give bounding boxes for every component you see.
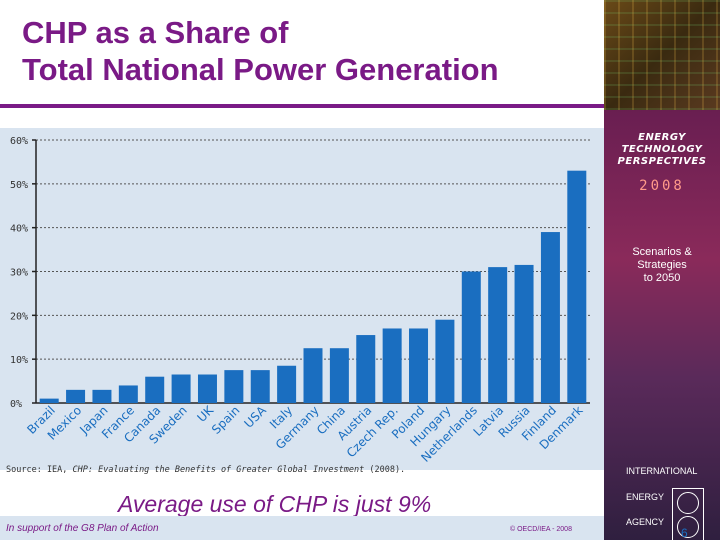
footer-support-text: In support of the G8 Plan of Action [6, 523, 159, 534]
agency-line-3: AGENCY [626, 517, 665, 527]
etp-line-3: PERSPECTIVES [617, 156, 707, 167]
bar [92, 389, 112, 403]
y-tick-label: 0% [10, 399, 22, 410]
bar [488, 267, 508, 403]
y-tick-label: 10% [10, 355, 28, 366]
page-number: 6 [681, 526, 688, 540]
scenarios-line-2: Strategies [637, 259, 687, 271]
bar [303, 348, 323, 403]
agency-line-1: INTERNATIONAL [626, 466, 698, 476]
x-tick-label: Spain [209, 403, 243, 437]
agency-line-2: ENERGY [626, 492, 665, 502]
bar [329, 348, 349, 403]
chart: 0%10%20%30%40%50%60%BrazilMexicoJapanFra… [10, 136, 590, 465]
footer-copyright: © OECD/IEA - 2008 [510, 526, 572, 533]
scenarios-line-1: Scenarios & [632, 246, 692, 258]
bar [409, 328, 429, 403]
etp-brand: ENERGY TECHNOLOGY PERSPECTIVES [606, 132, 718, 168]
bar [118, 385, 138, 403]
bar [356, 335, 376, 403]
bar [39, 398, 59, 403]
y-tick-label: 30% [10, 268, 28, 279]
scenarios-line-3: to 2050 [643, 272, 681, 284]
source-prefix: Source: IEA, [6, 465, 73, 475]
title-line-1: CHP as a Share of [22, 15, 289, 50]
bar [250, 370, 270, 403]
page-title: CHP as a Share of Total National Power G… [22, 14, 602, 88]
bar [171, 374, 191, 403]
sidebar-circuit-image [604, 0, 720, 110]
footer-bar [0, 516, 604, 540]
bar [514, 264, 534, 403]
source-chp: CHP: [72, 465, 99, 475]
summary-statement: Average use of CHP is just 9% [118, 491, 432, 517]
bar [567, 170, 587, 403]
bar [197, 374, 217, 403]
title-divider [0, 104, 604, 108]
etp-line-1: ENERGY [638, 132, 686, 143]
bar [540, 232, 560, 403]
source-year: (2008). [364, 465, 406, 475]
bar [224, 370, 244, 403]
y-tick-label: 40% [10, 224, 28, 235]
y-tick-label: 20% [10, 311, 28, 322]
title-line-2: Total National Power Generation [22, 52, 499, 87]
etp-line-2: TECHNOLOGY [621, 144, 703, 155]
source-note: Source: IEA, CHP: Evaluating the Benefit… [6, 465, 405, 475]
bar [145, 376, 165, 403]
bar [66, 389, 86, 403]
etp-year: 2008 [639, 178, 685, 194]
source-publication: Evaluating the Benefits of Greater Globa… [98, 465, 365, 475]
bar [277, 365, 297, 403]
x-tick-label: USA [241, 403, 269, 431]
bar [382, 328, 402, 403]
bar [461, 271, 481, 403]
bar [435, 319, 455, 403]
y-tick-label: 60% [10, 136, 28, 147]
scenarios-text: Scenarios & Strategies to 2050 [606, 246, 718, 285]
y-tick-label: 50% [10, 180, 28, 191]
iea-logo-icon [672, 488, 704, 542]
